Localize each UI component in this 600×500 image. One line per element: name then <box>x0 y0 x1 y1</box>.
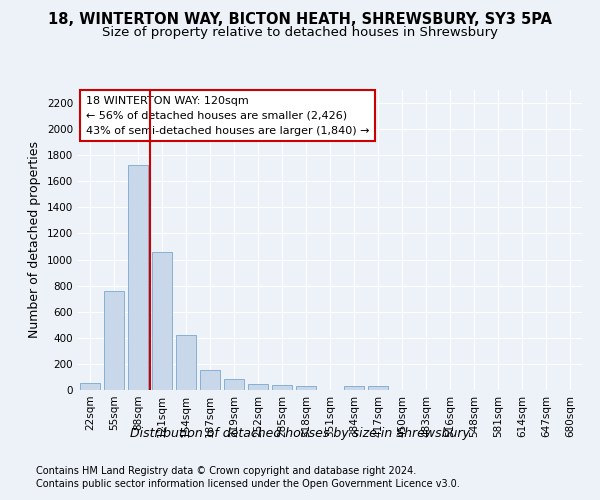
Y-axis label: Number of detached properties: Number of detached properties <box>28 142 41 338</box>
Text: 18 WINTERTON WAY: 120sqm
← 56% of detached houses are smaller (2,426)
43% of sem: 18 WINTERTON WAY: 120sqm ← 56% of detach… <box>86 96 369 136</box>
Bar <box>128 164 148 390</box>
Text: Size of property relative to detached houses in Shrewsbury: Size of property relative to detached ho… <box>102 26 498 39</box>
Text: Contains HM Land Registry data © Crown copyright and database right 2024.: Contains HM Land Registry data © Crown c… <box>36 466 416 476</box>
Text: Distribution of detached houses by size in Shrewsbury: Distribution of detached houses by size … <box>130 428 470 440</box>
Bar <box>152 252 172 390</box>
Bar <box>80 383 100 390</box>
Text: 18, WINTERTON WAY, BICTON HEATH, SHREWSBURY, SY3 5PA: 18, WINTERTON WAY, BICTON HEATH, SHREWSB… <box>48 12 552 28</box>
Bar <box>176 336 196 390</box>
Bar <box>200 370 220 390</box>
Bar <box>368 386 388 390</box>
Bar <box>296 386 316 390</box>
Bar <box>104 290 124 390</box>
Bar <box>248 384 268 390</box>
Bar <box>272 384 292 390</box>
Bar <box>224 379 244 390</box>
Text: Contains public sector information licensed under the Open Government Licence v3: Contains public sector information licen… <box>36 479 460 489</box>
Bar <box>344 386 364 390</box>
